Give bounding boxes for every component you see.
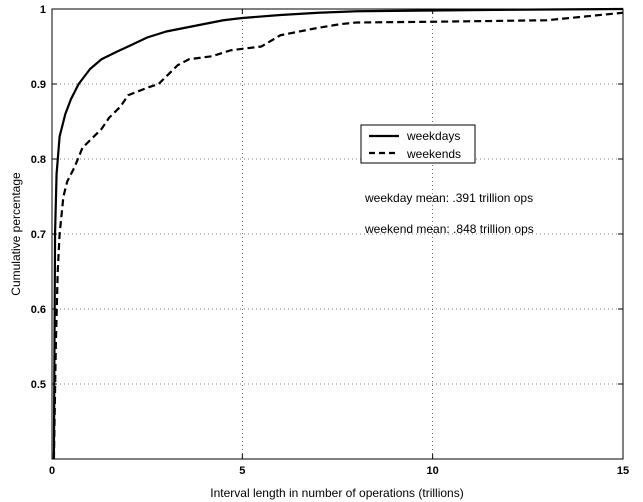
- x-tick-label: 15: [617, 465, 629, 477]
- annotation-weekday-mean: weekday mean: .391 trillion ops: [364, 191, 533, 205]
- legend-label-weekends: weekends: [406, 147, 461, 161]
- annotation-weekend-mean: weekend mean: .848 trillion ops: [364, 222, 534, 236]
- grid: [52, 9, 623, 459]
- x-tick-label: 0: [49, 465, 55, 477]
- y-tick-label: 0.8: [31, 154, 46, 166]
- y-tick-label: 0.6: [31, 304, 46, 316]
- x-axis-label: Interval length in number of operations …: [210, 486, 463, 500]
- y-tick-label: 0.5: [31, 379, 46, 391]
- y-tick-label: 1: [40, 4, 46, 16]
- legend-box: [360, 124, 476, 164]
- series-layer: [52, 7, 624, 460]
- x-tick-label: 10: [427, 465, 439, 477]
- x-tick-label: 5: [239, 465, 245, 477]
- y-axis-label: Cumulative percentage: [9, 172, 23, 296]
- ticks: [51, 8, 624, 459]
- legend-label-weekdays: weekdays: [406, 129, 460, 143]
- series-line-weekdays: [52, 7, 624, 460]
- legend: weekdays weekends: [360, 124, 476, 164]
- y-tick-label: 0.9: [31, 79, 46, 91]
- tick-labels: 0 5 10 15 0.5 0.6 0.7 0.8 0.9 1: [31, 4, 629, 477]
- y-tick-label: 0.7: [31, 229, 46, 241]
- series-line-weekends: [52, 11, 624, 460]
